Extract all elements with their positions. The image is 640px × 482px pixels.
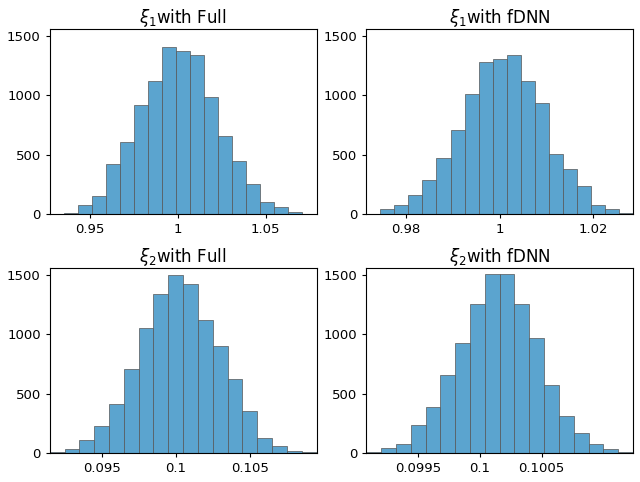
Bar [50, 452, 65, 453]
Bar [574, 433, 589, 453]
Bar [589, 443, 604, 453]
Bar [604, 449, 618, 453]
Bar [109, 404, 124, 453]
Bar [507, 55, 521, 214]
Bar [246, 185, 260, 214]
Bar [549, 154, 563, 214]
Title: $\xi_2$with fDNN: $\xi_2$with fDNN [449, 246, 550, 268]
Bar [154, 294, 168, 453]
Bar [470, 304, 485, 453]
Bar [563, 169, 577, 214]
Bar [411, 425, 426, 453]
Bar [394, 205, 408, 214]
Bar [204, 96, 218, 214]
Bar [380, 209, 394, 214]
Bar [94, 426, 109, 453]
Bar [79, 440, 94, 453]
Bar [396, 443, 411, 453]
Bar [455, 343, 470, 453]
Bar [148, 81, 162, 214]
Bar [212, 346, 228, 453]
Bar [479, 62, 493, 214]
Bar [605, 209, 619, 214]
Bar [493, 59, 507, 214]
Bar [381, 448, 396, 453]
Bar [544, 386, 559, 453]
Bar [515, 304, 529, 453]
Bar [451, 130, 465, 214]
Bar [260, 201, 275, 214]
Bar [535, 103, 549, 214]
Bar [577, 186, 591, 214]
Bar [257, 438, 272, 453]
Bar [65, 450, 79, 453]
Bar [529, 338, 544, 453]
Bar [591, 205, 605, 214]
Bar [162, 47, 176, 214]
Bar [183, 284, 198, 453]
Bar [64, 213, 78, 214]
Bar [243, 412, 257, 453]
Title: $\xi_1$with Full: $\xi_1$with Full [140, 7, 227, 29]
Bar [168, 275, 183, 453]
Bar [139, 328, 154, 453]
Bar [366, 452, 381, 453]
Bar [78, 205, 92, 214]
Bar [176, 52, 190, 214]
Bar [124, 369, 139, 453]
Bar [521, 81, 535, 214]
Bar [440, 375, 455, 453]
Bar [120, 142, 134, 214]
Bar [198, 320, 212, 453]
Bar [619, 213, 633, 214]
Bar [106, 164, 120, 214]
Bar [218, 136, 232, 214]
Title: $\xi_2$with Full: $\xi_2$with Full [140, 246, 227, 268]
Bar [426, 407, 440, 453]
Bar [465, 94, 479, 214]
Bar [190, 55, 204, 214]
Bar [272, 446, 287, 453]
Bar [422, 180, 436, 214]
Bar [618, 452, 633, 453]
Bar [436, 158, 451, 214]
Bar [408, 195, 422, 214]
Bar [92, 196, 106, 214]
Bar [559, 415, 574, 453]
Bar [289, 213, 303, 214]
Bar [134, 105, 148, 214]
Bar [232, 161, 246, 214]
Bar [275, 207, 289, 214]
Title: $\xi_1$with fDNN: $\xi_1$with fDNN [449, 7, 550, 29]
Bar [228, 379, 243, 453]
Bar [500, 274, 515, 453]
Bar [485, 274, 500, 453]
Bar [287, 451, 301, 453]
